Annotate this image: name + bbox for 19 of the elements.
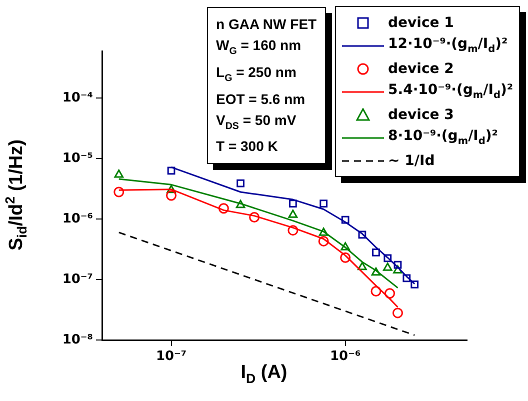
annotation: EOT = 5.6 nm (216, 90, 306, 109)
annotation: T = 300 K (216, 137, 279, 156)
y-tick-label: 10⁻⁸ (62, 332, 94, 348)
text: n GAA NW FET (216, 15, 317, 34)
legend-label: 8·10⁻⁹·(g$_{m}$/I$_{d}$)² (388, 128, 498, 147)
y-tick-label: 10⁻⁶ (62, 211, 94, 226)
y-tick-label: 10⁻⁵ (62, 150, 93, 166)
y-tick-label: 10⁻⁴ (62, 90, 94, 106)
annotation: L$_{G}$ = 250 nm (216, 62, 298, 86)
legend-label: device 3 (388, 106, 454, 122)
legend-label: device 1 (388, 14, 454, 30)
annotation: V$_{DS}$ = 50 mV (216, 110, 298, 134)
annotation: W$_{G}$ = 160 nm (216, 36, 302, 59)
legend-label: device 2 (388, 60, 454, 76)
legend-label: ~ 1/Id (388, 152, 435, 168)
legend-label: 12·10⁻⁹·(g$_{m}$/I$_{d}$)² (388, 36, 508, 55)
x-axis-title: I$_{D}$ (A) (240, 362, 288, 386)
legend-label: 5.4·10⁻⁹·(g$_{m}$/I$_{d}$)² (388, 82, 513, 101)
y-tick-label: 10⁻⁷ (62, 272, 93, 287)
